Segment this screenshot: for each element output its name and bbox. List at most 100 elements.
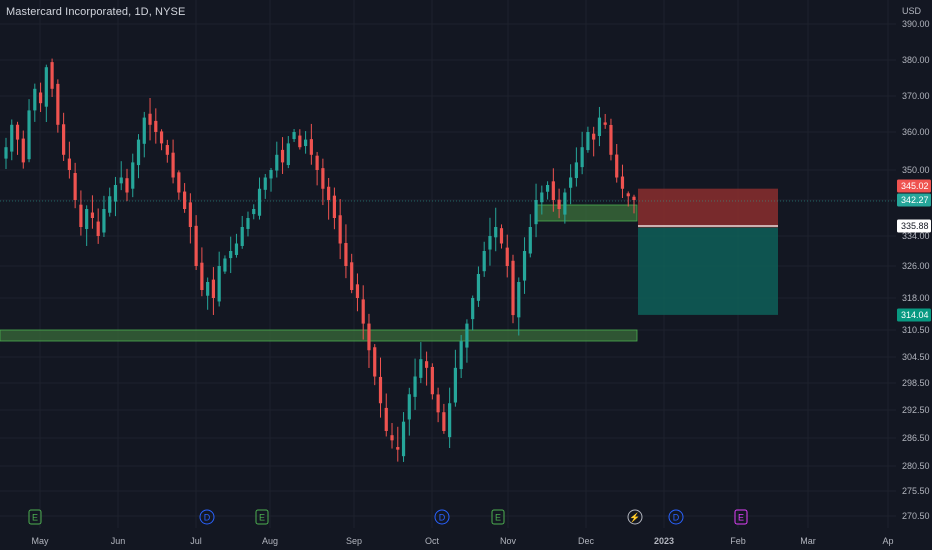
candle[interactable] — [159, 129, 164, 151]
candle[interactable] — [246, 211, 250, 237]
candle[interactable] — [56, 79, 60, 133]
candle[interactable] — [471, 295, 475, 331]
candle[interactable] — [240, 215, 244, 249]
dividend-marker-icon[interactable]: D — [434, 509, 450, 525]
candle[interactable] — [488, 217, 492, 266]
candle[interactable] — [545, 181, 550, 200]
candle[interactable] — [609, 118, 613, 161]
candle[interactable] — [574, 147, 578, 187]
earnings-marker-icon[interactable]: E — [28, 509, 42, 525]
candle[interactable] — [407, 387, 411, 436]
candle[interactable] — [229, 236, 233, 274]
candle[interactable] — [361, 285, 365, 340]
candle[interactable] — [459, 334, 463, 378]
candle[interactable] — [50, 58, 54, 97]
candle[interactable] — [626, 191, 630, 207]
candle[interactable] — [194, 215, 198, 271]
candle[interactable] — [505, 234, 509, 278]
candle[interactable] — [344, 224, 348, 279]
candle[interactable] — [390, 423, 394, 449]
earnings-marker-icon[interactable]: E — [255, 509, 269, 525]
candle[interactable] — [419, 342, 423, 384]
candle[interactable] — [603, 113, 607, 129]
candle[interactable] — [62, 112, 66, 161]
candle[interactable] — [442, 403, 446, 434]
candle[interactable] — [85, 205, 89, 246]
candle[interactable] — [355, 273, 360, 312]
candle[interactable] — [615, 143, 619, 183]
candle[interactable] — [211, 267, 216, 315]
candle[interactable] — [142, 111, 146, 158]
risk-stop-zone[interactable] — [638, 188, 778, 228]
candle[interactable] — [102, 195, 106, 238]
candle[interactable] — [367, 313, 371, 368]
candle[interactable] — [73, 162, 77, 209]
candle[interactable] — [338, 199, 342, 260]
candle[interactable] — [592, 126, 596, 157]
candle[interactable] — [413, 358, 417, 410]
price-axis[interactable] — [896, 0, 932, 550]
time-axis[interactable] — [0, 528, 932, 550]
candle[interactable] — [38, 82, 43, 113]
candle[interactable] — [4, 137, 8, 170]
candle[interactable] — [332, 187, 337, 230]
candle[interactable] — [436, 387, 440, 423]
candle[interactable] — [309, 123, 313, 165]
candle[interactable] — [298, 129, 302, 150]
candle[interactable] — [96, 208, 100, 244]
candle[interactable] — [494, 207, 498, 252]
candle[interactable] — [234, 233, 239, 258]
candle[interactable] — [79, 190, 83, 236]
candle[interactable] — [188, 193, 192, 244]
candle[interactable] — [263, 173, 267, 199]
candle[interactable] — [154, 108, 158, 144]
candle[interactable] — [269, 167, 273, 192]
candle[interactable] — [476, 266, 481, 307]
candle[interactable] — [396, 426, 400, 462]
candle[interactable] — [15, 121, 20, 155]
candle[interactable] — [136, 134, 141, 179]
candle[interactable] — [113, 176, 118, 217]
candle[interactable] — [350, 253, 354, 294]
candle[interactable] — [148, 97, 152, 141]
candle[interactable] — [27, 99, 31, 163]
candle[interactable] — [517, 277, 521, 336]
candle[interactable] — [257, 177, 262, 220]
candle[interactable] — [217, 251, 221, 307]
candle[interactable] — [522, 237, 527, 294]
candle[interactable] — [534, 183, 538, 238]
symbol-title[interactable]: Mastercard Incorporated, 1D, NYSE — [6, 6, 186, 18]
candle[interactable] — [10, 119, 14, 161]
split-marker-icon[interactable]: ⚡ — [627, 509, 643, 525]
candle[interactable] — [21, 130, 25, 169]
candle[interactable] — [119, 161, 123, 191]
candle[interactable] — [551, 168, 555, 212]
candle[interactable] — [315, 151, 319, 186]
support-zone-upper[interactable] — [534, 204, 638, 222]
candle[interactable] — [453, 349, 457, 407]
candle[interactable] — [280, 137, 285, 174]
candle[interactable] — [67, 141, 71, 179]
candle[interactable] — [44, 64, 48, 123]
candle[interactable] — [252, 204, 256, 220]
candle[interactable] — [620, 164, 625, 198]
candle[interactable] — [108, 187, 112, 217]
candle[interactable] — [177, 170, 181, 200]
candle[interactable] — [303, 131, 308, 154]
risk-target-zone[interactable] — [638, 227, 778, 315]
candle[interactable] — [448, 387, 452, 449]
candle[interactable] — [482, 241, 486, 277]
candle[interactable] — [430, 363, 434, 400]
candle[interactable] — [206, 277, 210, 310]
candle[interactable] — [90, 195, 95, 229]
candle[interactable] — [275, 141, 279, 178]
support-zone-lower[interactable] — [0, 329, 638, 342]
candle[interactable] — [499, 224, 504, 249]
candle[interactable] — [540, 185, 544, 215]
candle[interactable] — [569, 164, 573, 205]
candle[interactable] — [321, 158, 325, 206]
dividend-marker-icon[interactable]: D — [668, 509, 684, 525]
dividend-marker-icon[interactable]: D — [199, 509, 215, 525]
